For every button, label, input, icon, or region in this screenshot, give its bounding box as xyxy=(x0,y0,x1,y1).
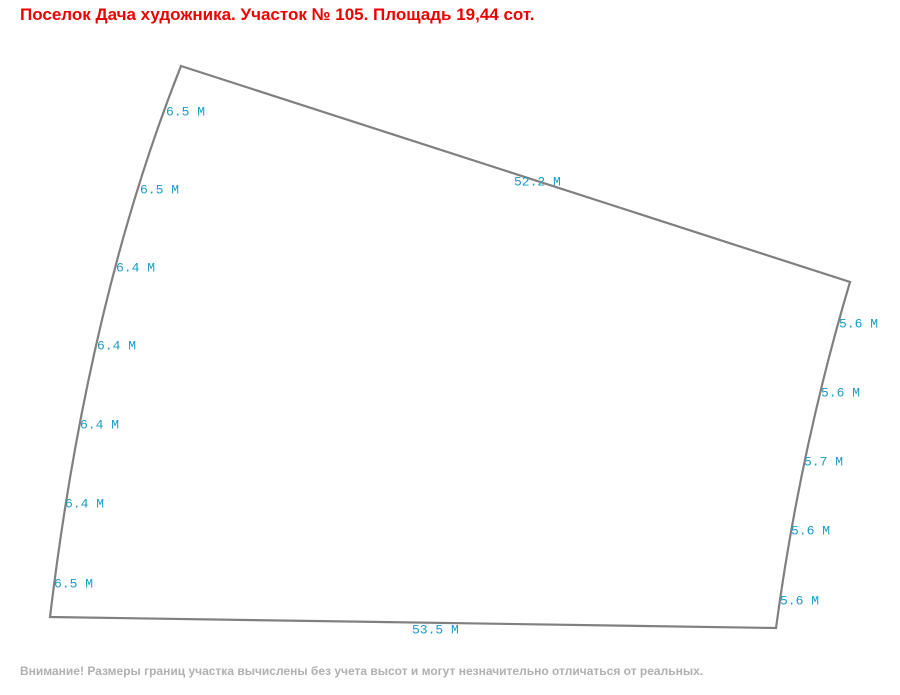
edge-label: 5.6 М xyxy=(839,316,878,331)
edge-label: 6.4 М xyxy=(80,417,119,432)
edge-label: 6.5 М xyxy=(166,104,205,119)
title: Поселок Дача художника. Участок № 105. П… xyxy=(20,5,534,24)
edge-label: 5.7 М xyxy=(804,454,843,469)
edge-label: 6.5 М xyxy=(140,182,179,197)
edge-label: 52.2 М xyxy=(514,174,561,189)
plot-outline xyxy=(48,64,852,630)
edge-label: 5.6 М xyxy=(821,385,860,400)
edge-label: 5.6 М xyxy=(791,523,830,538)
edge-label: 6.4 М xyxy=(116,260,155,275)
edge-label: 6.4 М xyxy=(97,338,136,353)
edge-label: 6.5 М xyxy=(54,576,93,591)
footer-note: Внимание! Размеры границ участка вычисле… xyxy=(20,664,703,678)
edge-label: 53.5 М xyxy=(412,622,459,637)
edge-label: 6.4 М xyxy=(65,496,104,511)
edge-label: 5.6 М xyxy=(780,593,819,608)
